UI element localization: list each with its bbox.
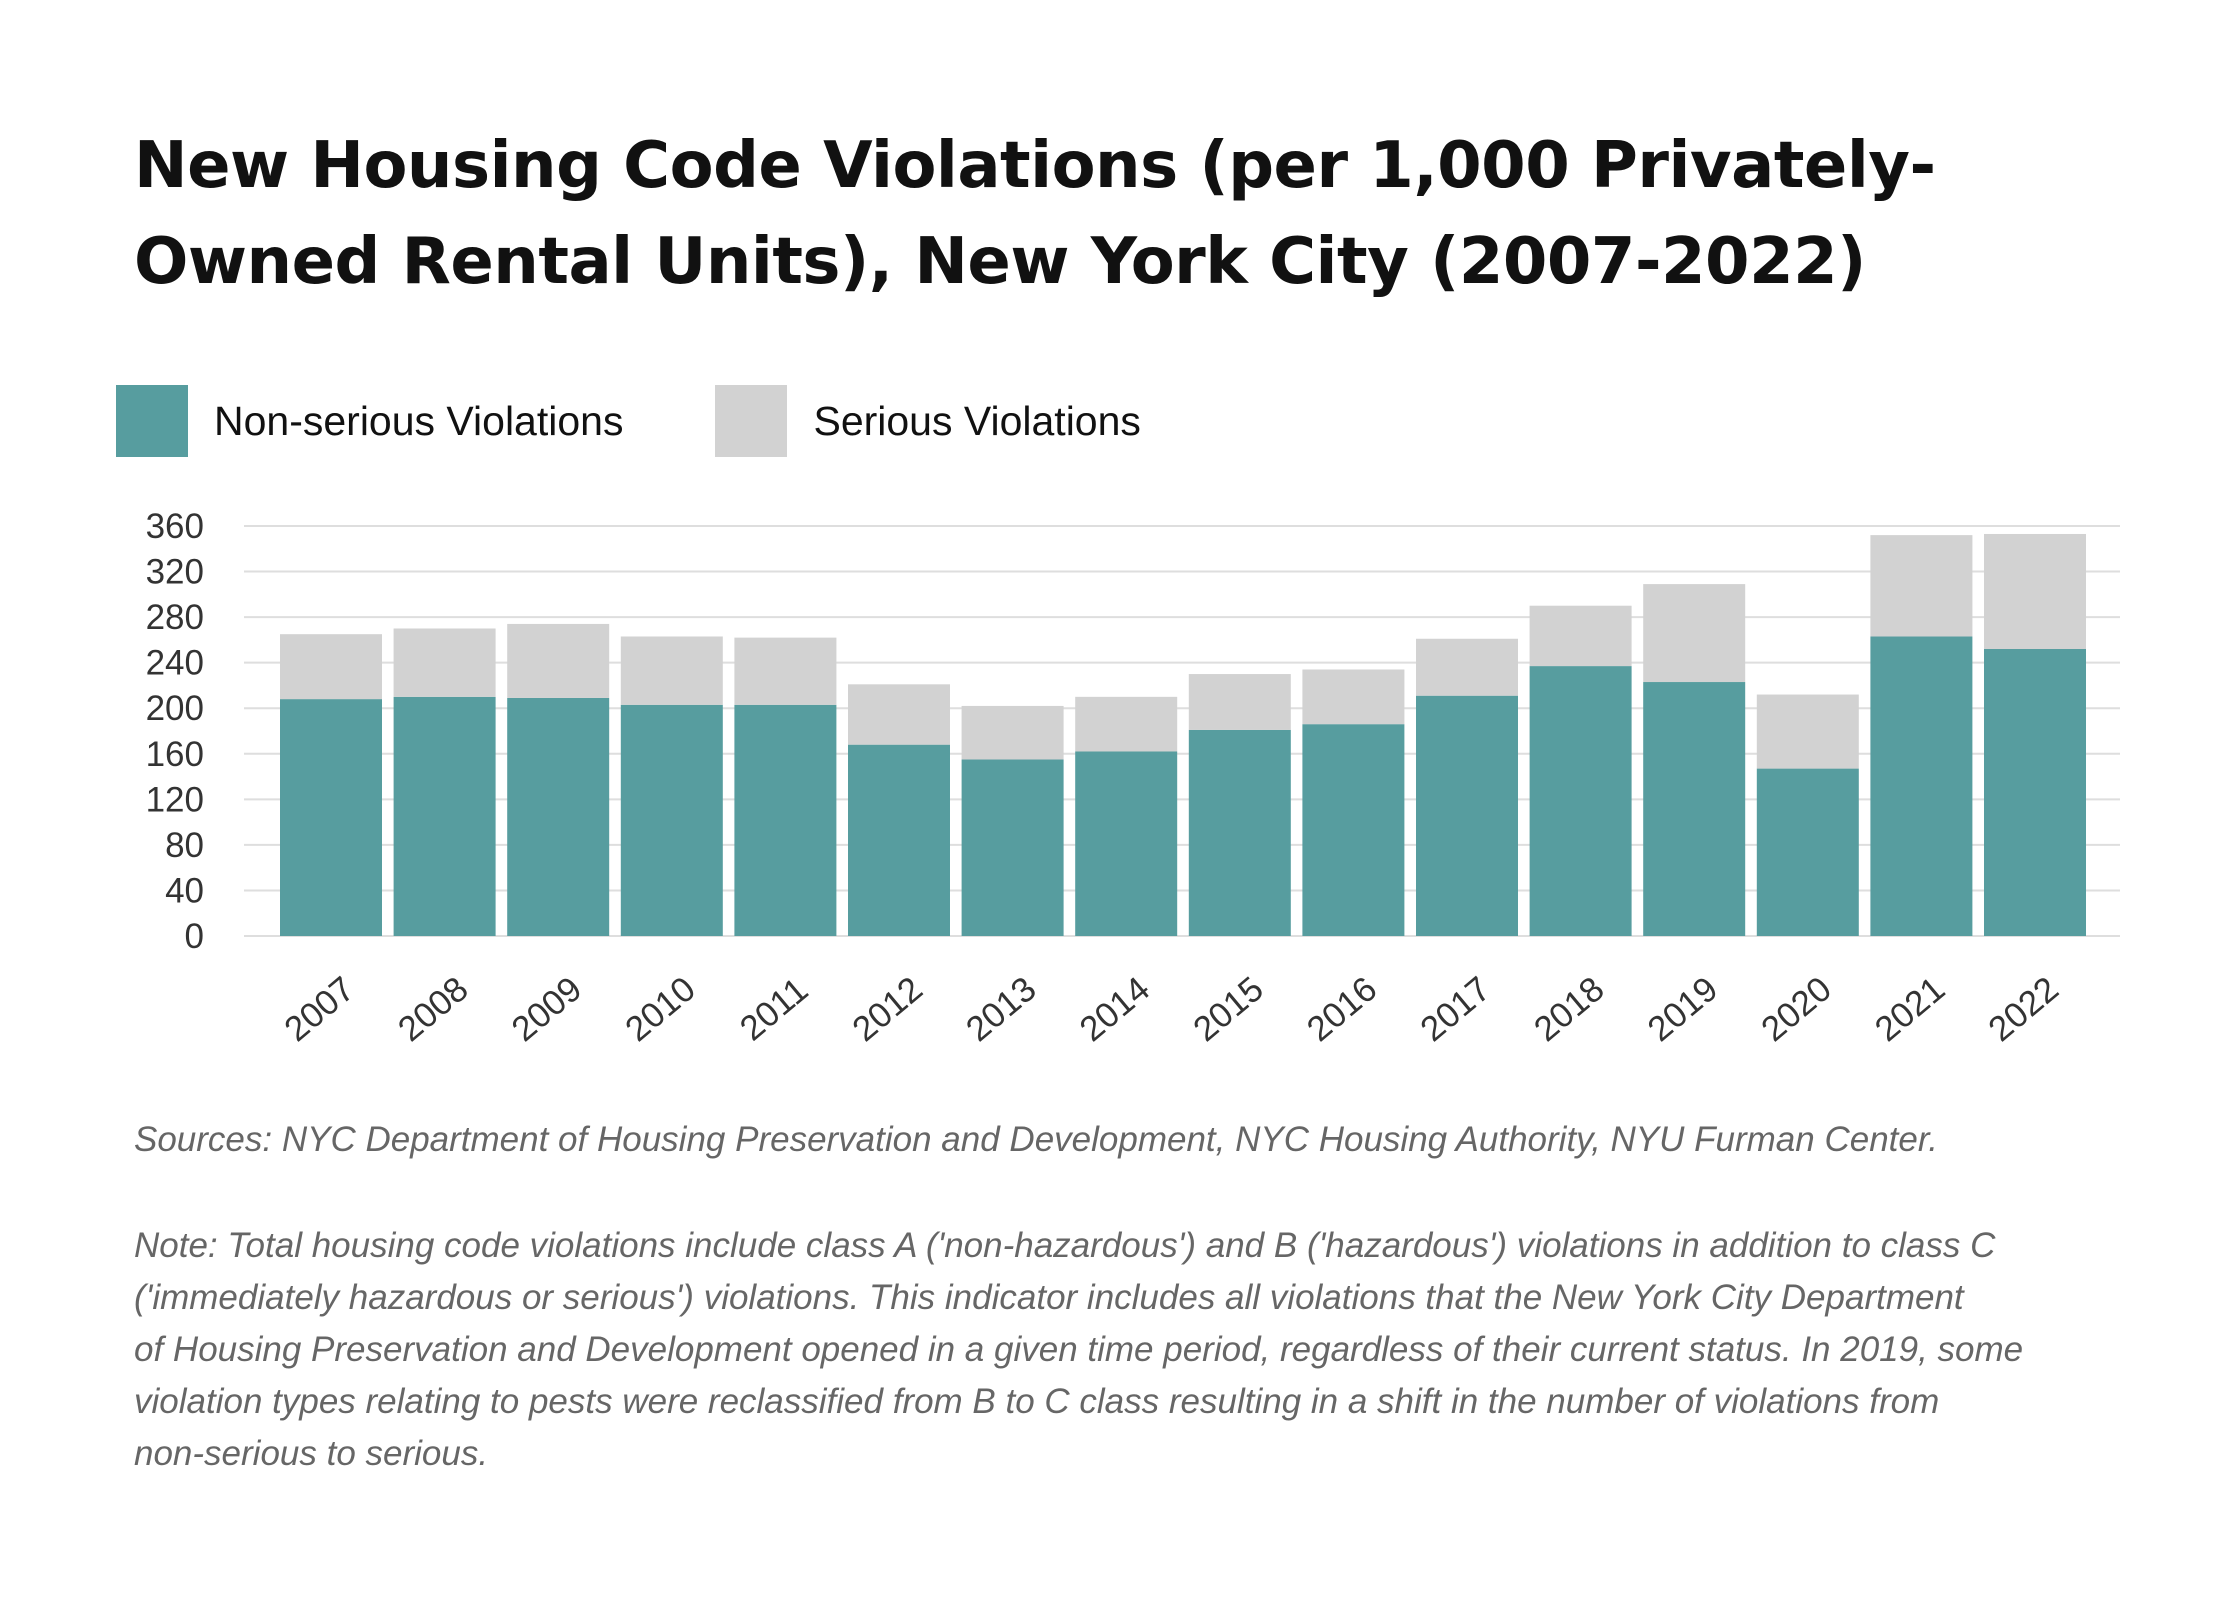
bar-serious [1643, 584, 1746, 683]
bar-non-serious [280, 699, 382, 936]
y-tick-label: 360 [146, 507, 204, 546]
bar-serious [507, 623, 610, 698]
y-tick-label: 40 [165, 871, 204, 910]
bar-non-serious [961, 759, 1064, 936]
bar-non-serious [1756, 768, 1859, 936]
bar-non-serious [393, 696, 496, 936]
y-tick-label: 0 [185, 917, 204, 956]
x-tick-label: 2008 [391, 969, 476, 1049]
note-line: violation types relating to pests were r… [134, 1382, 1940, 1421]
bar-serious [734, 637, 837, 705]
bar-serious [1870, 535, 1973, 637]
x-tick-label: 2012 [845, 969, 930, 1049]
legend-swatch-serious [715, 385, 788, 457]
chart-title: New Housing Code Violations (per 1,000 P… [134, 129, 1936, 299]
x-tick-label: 2021 [1868, 969, 1953, 1049]
bar-non-serious [1075, 751, 1178, 936]
bar-serious [1756, 694, 1859, 769]
x-tick-label: 2013 [959, 969, 1044, 1049]
legend-label-serious: Serious Violations [813, 397, 1141, 444]
legend-label-non-serious: Non-serious Violations [214, 397, 624, 444]
legend-item-non-serious: Non-serious Violations [116, 385, 623, 457]
x-tick-label: 2011 [733, 970, 816, 1048]
bar-non-serious [1643, 682, 1746, 936]
x-tick-label: 2022 [1981, 969, 2066, 1049]
note-line: ('immediately hazardous or serious') vio… [134, 1278, 1964, 1317]
bar-serious [620, 636, 723, 705]
y-tick-label: 320 [146, 553, 204, 592]
bar-non-serious [507, 697, 610, 936]
bar-serious [1416, 638, 1518, 696]
y-tick-label: 280 [146, 598, 204, 637]
sources-text: Sources: NYC Department of Housing Prese… [134, 1120, 1938, 1159]
note-line: non-serious to serious. [134, 1434, 489, 1473]
bar-serious [1984, 533, 2086, 649]
bar-non-serious [620, 704, 723, 936]
bar-non-serious [1984, 649, 2086, 936]
bar-serious [280, 634, 382, 700]
bar-serious [1302, 669, 1405, 725]
bar-non-serious [734, 704, 837, 936]
x-tick-label: 2017 [1413, 969, 1498, 1049]
bar-serious [1188, 674, 1291, 730]
y-tick-label: 160 [146, 735, 204, 774]
legend: Non-serious Violations Serious Violation… [116, 385, 1233, 457]
bar-non-serious [1529, 666, 1632, 936]
x-tick-label: 2018 [1527, 969, 1612, 1049]
note-text: Note: Total housing code violations incl… [134, 1220, 2174, 1480]
bar-serious [961, 705, 1064, 760]
stacked-bar-chart: 0 40 80 120 160 200 240 280 320 360 2007 2008 2009 20… [146, 507, 2120, 1049]
bar-non-serious [848, 744, 950, 936]
bar-serious [393, 628, 496, 697]
y-tick-label: 240 [146, 644, 204, 683]
bar-non-serious [1302, 724, 1405, 936]
x-tick-label: 2007 [277, 969, 362, 1049]
bar-serious [1529, 605, 1632, 667]
bar-serious [1075, 696, 1178, 752]
bar-serious [848, 684, 950, 745]
x-tick-label: 2016 [1300, 969, 1385, 1049]
x-tick-label: 2014 [1072, 969, 1157, 1049]
x-tick-label: 2015 [1186, 969, 1271, 1049]
x-tick-label: 2019 [1640, 969, 1725, 1049]
legend-item-serious: Serious Violations [715, 385, 1141, 457]
x-tick-label: 2009 [504, 969, 589, 1049]
bar-non-serious [1188, 729, 1291, 936]
x-tick-label: 2020 [1754, 969, 1839, 1049]
y-tick-label: 200 [146, 689, 204, 728]
note-line: of Housing Preservation and Development … [134, 1330, 2024, 1369]
x-tick-label: 2010 [618, 969, 703, 1049]
bar-non-serious [1416, 695, 1518, 936]
y-tick-label: 80 [165, 826, 204, 865]
bar-non-serious [1870, 636, 1973, 936]
legend-swatch-non-serious [116, 385, 188, 457]
y-tick-label: 120 [146, 780, 204, 819]
note-line: Note: Total housing code violations incl… [134, 1226, 1996, 1265]
